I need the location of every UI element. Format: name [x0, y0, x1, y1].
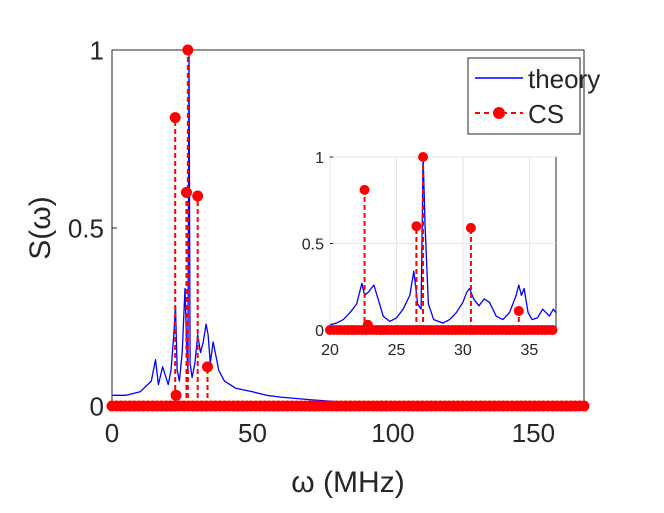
- inset-cs-baseline-point-62: [547, 325, 558, 335]
- main-theory-series: [112, 49, 584, 407]
- inset-y-tick-label-0: 0: [315, 323, 324, 340]
- legend-cs-marker: [493, 107, 505, 119]
- main-cs-point-4: [192, 190, 204, 202]
- inset-x-tick-label-0: 20: [321, 342, 339, 359]
- main-x-ticks: 0 50 100 150: [105, 401, 555, 448]
- main-cs-point-5: [202, 361, 214, 373]
- inset-x-tick-label-3: 35: [521, 342, 539, 359]
- inset-axes: 0 0.5 1 20 25 30 35: [302, 150, 558, 359]
- inset-cs-point-2: [411, 221, 422, 232]
- inset-cs-point-1: [362, 319, 373, 330]
- legend-cs-label: CS: [528, 99, 564, 129]
- y-axis-label: S(ω): [24, 196, 57, 259]
- main-cs-point-1: [170, 389, 182, 401]
- x-axis-label: ω (MHz): [291, 466, 404, 499]
- main-cs-point-0: [169, 112, 181, 124]
- main-cs-point-3: [182, 44, 194, 56]
- inset-x-tick-label-2: 30: [454, 342, 472, 359]
- main-cs-baseline-point-105: [578, 400, 590, 412]
- inset-cs-point-5: [513, 305, 524, 316]
- main-y-tick-label-2: 1: [90, 35, 104, 65]
- legend: theory CS: [467, 57, 600, 135]
- main-y-tick-label-0: 0: [90, 391, 104, 421]
- main-theory-line: [112, 49, 584, 407]
- main-x-tick-label-0: 0: [105, 418, 119, 448]
- inset-y-tick-label-2: 1: [315, 150, 324, 167]
- main-x-tick-label-1: 50: [238, 418, 267, 448]
- inset-cs-point-0: [359, 184, 370, 195]
- inset-theory-line: [329, 156, 557, 326]
- inset-cs-point-3: [418, 152, 429, 162]
- main-y-tick-label-1: 0.5: [68, 213, 104, 243]
- main-y-ticks: 00.51: [68, 35, 117, 421]
- main-cs-series: [106, 44, 590, 412]
- main-x-tick-label-3: 150: [512, 418, 555, 448]
- main-x-tick-label-2: 100: [371, 418, 414, 448]
- legend-theory-label: theory: [528, 64, 600, 94]
- main-cs-point-2: [180, 186, 192, 198]
- inset-y-tick-label-1: 0.5: [302, 236, 324, 253]
- inset-cs-point-4: [465, 222, 476, 233]
- inset-x-tick-label-1: 25: [388, 342, 406, 359]
- inset-cs-series: [325, 152, 558, 335]
- legend-box: [467, 57, 581, 135]
- inset-theory-series: [329, 156, 557, 326]
